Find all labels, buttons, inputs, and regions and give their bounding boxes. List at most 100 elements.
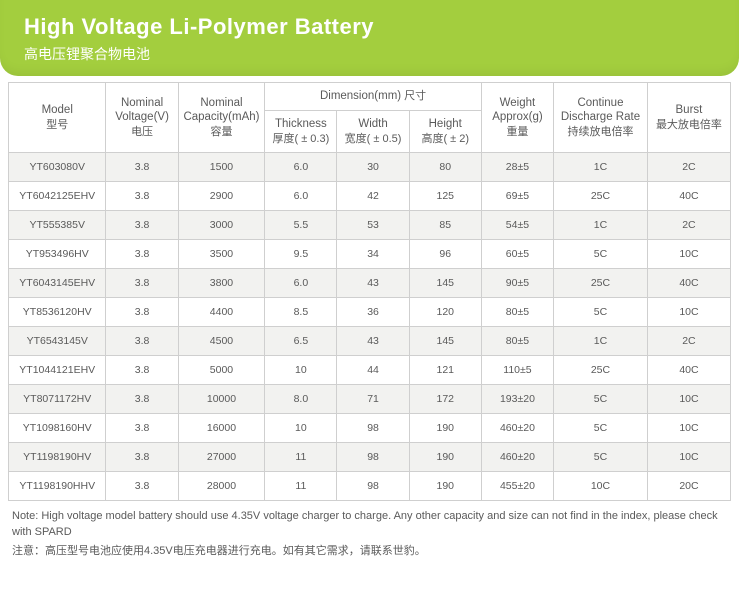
cell-burst: 40C bbox=[647, 356, 730, 385]
cell-capacity: 27000 bbox=[178, 443, 265, 472]
cell-voltage: 3.8 bbox=[106, 240, 178, 269]
cell-width: 53 bbox=[337, 211, 409, 240]
cell-model: YT6043145EHV bbox=[9, 269, 106, 298]
cell-rate: 1C bbox=[554, 211, 648, 240]
cell-height: 190 bbox=[409, 443, 481, 472]
cell-weight: 80±5 bbox=[481, 327, 553, 356]
table-row: YT603080V3.815006.0308028±51C2C bbox=[9, 153, 731, 182]
cell-voltage: 3.8 bbox=[106, 327, 178, 356]
cell-model: YT1198190HHV bbox=[9, 472, 106, 501]
cell-thickness: 11 bbox=[265, 443, 337, 472]
cell-capacity: 3500 bbox=[178, 240, 265, 269]
cell-weight: 110±5 bbox=[481, 356, 553, 385]
note-en: Note: High voltage model battery should … bbox=[12, 509, 727, 540]
cell-capacity: 16000 bbox=[178, 414, 265, 443]
cell-rate: 10C bbox=[554, 472, 648, 501]
cell-voltage: 3.8 bbox=[106, 414, 178, 443]
cell-voltage: 3.8 bbox=[106, 298, 178, 327]
cell-thickness: 6.0 bbox=[265, 182, 337, 211]
cell-burst: 2C bbox=[647, 327, 730, 356]
cell-voltage: 3.8 bbox=[106, 269, 178, 298]
cell-weight: 60±5 bbox=[481, 240, 553, 269]
cell-voltage: 3.8 bbox=[106, 356, 178, 385]
cell-width: 34 bbox=[337, 240, 409, 269]
cell-width: 36 bbox=[337, 298, 409, 327]
cell-weight: 69±5 bbox=[481, 182, 553, 211]
cell-burst: 40C bbox=[647, 269, 730, 298]
cell-weight: 193±20 bbox=[481, 385, 553, 414]
cell-width: 71 bbox=[337, 385, 409, 414]
cell-capacity: 5000 bbox=[178, 356, 265, 385]
cell-thickness: 9.5 bbox=[265, 240, 337, 269]
cell-thickness: 6.0 bbox=[265, 269, 337, 298]
page-header: High Voltage Li-Polymer Battery 高电压锂聚合物电… bbox=[0, 0, 739, 76]
cell-height: 121 bbox=[409, 356, 481, 385]
table-row: YT1098160HV3.8160001098190460±205C10C bbox=[9, 414, 731, 443]
footnote: Note: High voltage model battery should … bbox=[0, 501, 739, 559]
table-row: YT1198190HV3.8270001198190460±205C10C bbox=[9, 443, 731, 472]
cell-height: 125 bbox=[409, 182, 481, 211]
title-cn: 高电压锂聚合物电池 bbox=[24, 44, 739, 64]
col-thickness: Thickness 厚度( ± 0.3) bbox=[265, 110, 337, 152]
cell-burst: 2C bbox=[647, 153, 730, 182]
cell-thickness: 10 bbox=[265, 356, 337, 385]
cell-height: 190 bbox=[409, 472, 481, 501]
cell-capacity: 3000 bbox=[178, 211, 265, 240]
table-row: YT555385V3.830005.5538554±51C2C bbox=[9, 211, 731, 240]
cell-thickness: 5.5 bbox=[265, 211, 337, 240]
cell-width: 43 bbox=[337, 327, 409, 356]
cell-height: 145 bbox=[409, 269, 481, 298]
cell-weight: 28±5 bbox=[481, 153, 553, 182]
cell-burst: 10C bbox=[647, 298, 730, 327]
cell-capacity: 3800 bbox=[178, 269, 265, 298]
table-row: YT1044121EHV3.850001044121110±525C40C bbox=[9, 356, 731, 385]
cell-burst: 10C bbox=[647, 414, 730, 443]
cell-height: 80 bbox=[409, 153, 481, 182]
col-model: Model 型号 bbox=[9, 83, 106, 153]
cell-model: YT1098160HV bbox=[9, 414, 106, 443]
cell-rate: 5C bbox=[554, 298, 648, 327]
spec-table: Model 型号 Nominal Voltage(V) 电压 Nominal C… bbox=[8, 82, 731, 501]
note-cn: 注意：高压型号电池应使用4.35V电压充电器进行充电。如有其它需求，请联系世豹。 bbox=[12, 544, 727, 559]
cell-width: 44 bbox=[337, 356, 409, 385]
cell-height: 190 bbox=[409, 414, 481, 443]
cell-model: YT953496HV bbox=[9, 240, 106, 269]
spec-table-wrap: Model 型号 Nominal Voltage(V) 电压 Nominal C… bbox=[0, 82, 739, 501]
cell-thickness: 11 bbox=[265, 472, 337, 501]
table-row: YT6042125EHV3.829006.04212569±525C40C bbox=[9, 182, 731, 211]
cell-thickness: 8.0 bbox=[265, 385, 337, 414]
table-body: YT603080V3.815006.0308028±51C2CYT6042125… bbox=[9, 153, 731, 501]
cell-burst: 2C bbox=[647, 211, 730, 240]
col-burst: Burst 最大放电倍率 bbox=[647, 83, 730, 153]
cell-weight: 80±5 bbox=[481, 298, 553, 327]
cell-thickness: 8.5 bbox=[265, 298, 337, 327]
cell-height: 96 bbox=[409, 240, 481, 269]
cell-model: YT8536120HV bbox=[9, 298, 106, 327]
cell-capacity: 2900 bbox=[178, 182, 265, 211]
cell-model: YT555385V bbox=[9, 211, 106, 240]
cell-width: 98 bbox=[337, 414, 409, 443]
cell-weight: 460±20 bbox=[481, 443, 553, 472]
cell-width: 42 bbox=[337, 182, 409, 211]
table-row: YT8071172HV3.8100008.071172193±205C10C bbox=[9, 385, 731, 414]
cell-model: YT1044121EHV bbox=[9, 356, 106, 385]
cell-model: YT6042125EHV bbox=[9, 182, 106, 211]
table-row: YT953496HV3.835009.5349660±55C10C bbox=[9, 240, 731, 269]
col-capacity: Nominal Capacity(mAh) 容量 bbox=[178, 83, 265, 153]
cell-weight: 460±20 bbox=[481, 414, 553, 443]
title-en: High Voltage Li-Polymer Battery bbox=[24, 14, 739, 40]
cell-burst: 10C bbox=[647, 240, 730, 269]
cell-model: YT603080V bbox=[9, 153, 106, 182]
col-dimension: Dimension(mm) 尺寸 bbox=[265, 83, 482, 111]
cell-rate: 25C bbox=[554, 182, 648, 211]
cell-height: 85 bbox=[409, 211, 481, 240]
cell-capacity: 4500 bbox=[178, 327, 265, 356]
cell-rate: 1C bbox=[554, 327, 648, 356]
cell-model: YT6543145V bbox=[9, 327, 106, 356]
cell-weight: 54±5 bbox=[481, 211, 553, 240]
cell-capacity: 4400 bbox=[178, 298, 265, 327]
cell-height: 120 bbox=[409, 298, 481, 327]
col-height: Height 高度( ± 2) bbox=[409, 110, 481, 152]
cell-burst: 10C bbox=[647, 443, 730, 472]
cell-burst: 10C bbox=[647, 385, 730, 414]
